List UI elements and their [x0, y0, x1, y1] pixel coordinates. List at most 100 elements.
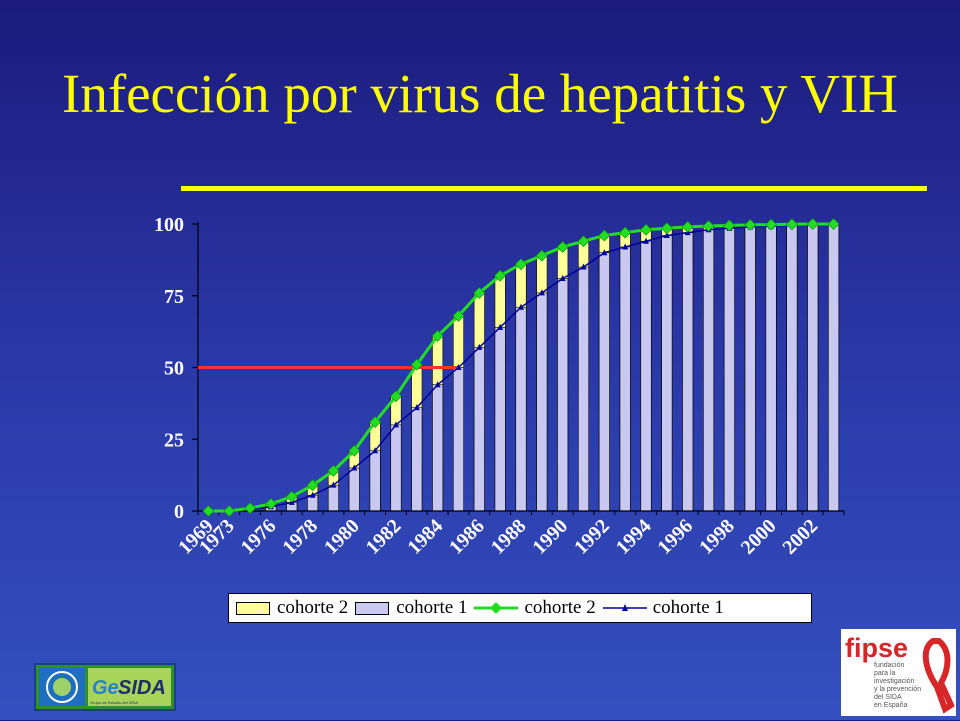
x-tick-label: 1976: [237, 515, 281, 559]
point-cohorte1-1994: [643, 237, 650, 244]
fipse-logo-line-6: en España: [874, 702, 908, 709]
gesida-logo-subtitle: Grupo de Estudio del SIDA: [90, 700, 138, 705]
legend-swatch-cohorte2-bar: [236, 601, 270, 615]
legend-label: cohorte 1: [396, 597, 468, 618]
point-cohorte2-1973: [223, 505, 236, 517]
bar-cohorte1-1997: [703, 229, 715, 512]
fipse-logo-line-2: para la: [874, 670, 896, 677]
point-cohorte1-1991: [580, 263, 587, 270]
bar-cohorte1-1999: [744, 226, 756, 512]
point-cohorte2-1999: [744, 218, 757, 231]
fipse-logo: fipse fundación para la investigación y …: [841, 629, 956, 716]
y-tick-label: 25: [164, 429, 184, 451]
point-cohorte2-1981: [369, 416, 382, 428]
bar-cohorte1-1979: [327, 484, 339, 512]
y-tick-label: 50: [164, 358, 184, 380]
bar-cohorte1-1981: [369, 450, 381, 512]
x-tick-label: 1982: [362, 515, 406, 559]
bar-cohorte1-2003: [828, 223, 840, 512]
point-cohorte1-1981: [372, 447, 379, 454]
gesida-logo: Ge SIDA Grupo de Estudio del SIDA: [34, 663, 176, 711]
bar-cohorte1-1994: [640, 240, 652, 512]
x-tick-label: 1994: [612, 515, 656, 559]
point-cohorte1-1990: [559, 275, 566, 282]
point-cohorte1-1992: [601, 249, 608, 256]
point-cohorte1-1982: [392, 421, 399, 428]
y-tick-label: 75: [164, 286, 184, 308]
point-cohorte1-1979: [330, 481, 337, 488]
point-cohorte2-1969: [202, 505, 215, 517]
gesida-logo-ge: Ge: [92, 677, 119, 699]
point-cohorte2-1978: [306, 479, 319, 492]
bar-cohorte1-1987: [494, 327, 506, 512]
x-tick-label: 2002: [778, 515, 822, 559]
bar-cohorte1-2000: [765, 225, 777, 512]
x-tick-label: 1998: [695, 515, 739, 559]
point-cohorte2-1975: [244, 502, 257, 515]
bar-cohorte1-1985: [452, 367, 464, 512]
point-cohorte1-1988: [518, 303, 524, 310]
x-tick-label: 2000: [737, 515, 781, 559]
point-cohorte2-1988: [515, 258, 527, 271]
point-cohorte2-2001: [785, 218, 798, 231]
point-cohorte2-1997: [702, 220, 715, 232]
x-tick-label: 1996: [653, 515, 697, 559]
point-cohorte2-1990: [556, 241, 569, 253]
bar-cohorte1-1982: [390, 424, 402, 512]
bar-cohorte1-1995: [661, 235, 673, 512]
bar-cohorte1-2002: [807, 224, 819, 512]
bar-cohorte1-1990: [557, 278, 569, 512]
x-tick-label: 1978: [278, 515, 322, 559]
bar-cohorte1-1984: [432, 384, 444, 512]
fipse-logo-line-4: y la prevención: [874, 686, 921, 693]
legend-item-cohorte2-line: cohorte 2: [474, 597, 596, 619]
point-cohorte1-1993: [622, 243, 629, 250]
slide-title: Infección por virus de hepatitis y VIH: [62, 63, 898, 124]
gesida-logo-graphic: Ge SIDA Grupo de Estudio del SIDA: [39, 668, 171, 706]
point-cohorte2-2002: [806, 218, 819, 230]
point-cohorte1-1989: [538, 289, 545, 296]
point-cohorte2-1985: [452, 309, 465, 322]
red-ribbon-icon: [922, 638, 955, 714]
bars-layer: [244, 223, 840, 512]
point-cohorte1-1986: [476, 343, 483, 350]
point-cohorte2-1982: [390, 390, 402, 403]
legend-item-cohorte2-bar: cohorte 2: [236, 597, 348, 619]
point-cohorte2-2003: [827, 218, 840, 230]
fipse-logo-line-5: del SIDA: [874, 694, 902, 701]
point-cohorte2-1980: [348, 444, 361, 457]
point-cohorte2-1979: [327, 464, 340, 477]
bar-cohorte1-1996: [682, 232, 694, 512]
point-cohorte2-1986: [473, 286, 486, 299]
bar-cohorte1-1991: [578, 266, 590, 512]
legend-swatch-cohorte1-line: [602, 604, 647, 611]
fipse-logo-graphic: fipse fundación para la investigación y …: [845, 633, 955, 714]
x-tick-label: 1986: [445, 515, 489, 559]
point-cohorte1-1980: [351, 464, 358, 471]
legend-swatch-cohorte1-bar: [355, 601, 390, 615]
point-cohorte2-1976: [265, 497, 277, 510]
x-tick-label: 1988: [487, 515, 531, 559]
bar-cohorte1-2001: [786, 225, 798, 512]
point-cohorte2-1996: [681, 220, 694, 233]
point-cohorte2-1984: [431, 330, 444, 342]
y-tick-label: 100: [154, 214, 184, 236]
legend-label: cohorte 1: [652, 597, 724, 618]
point-cohorte1-1984: [434, 381, 441, 388]
bar-cohorte1-1980: [348, 467, 360, 512]
point-cohorte2-1995: [660, 222, 673, 235]
bar-cohorte1-1983: [411, 407, 423, 512]
bar-cohorte1-1988: [515, 306, 527, 512]
point-cohorte1-1987: [497, 323, 504, 330]
fipse-logo-line-1: fundación: [874, 662, 904, 669]
point-cohorte2-1994: [640, 223, 652, 236]
x-tick-label: 1980: [320, 515, 364, 559]
gesida-logo-sida: SIDA: [118, 677, 166, 699]
x-tick-label: 1984: [403, 515, 447, 559]
point-cohorte1-1985: [455, 364, 462, 370]
title-underline: [181, 186, 927, 191]
legend-item-cohorte1-line: cohorte 1: [602, 597, 724, 619]
x-tick-label: 1992: [570, 515, 614, 559]
point-cohorte2-1983: [410, 358, 423, 371]
